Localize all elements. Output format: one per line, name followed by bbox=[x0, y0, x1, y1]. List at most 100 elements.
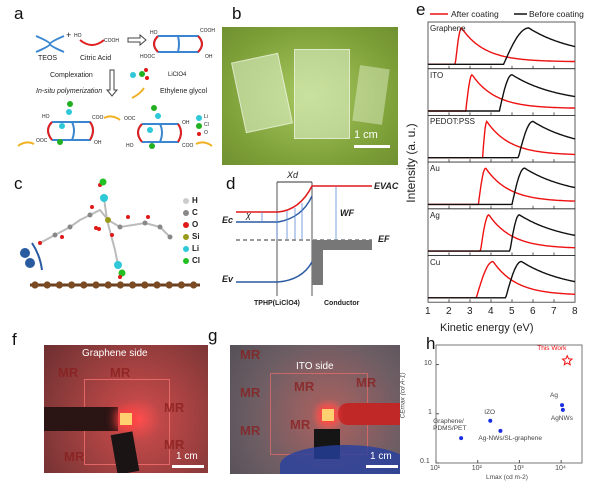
y-tick-label: 10 bbox=[424, 359, 432, 367]
watermark: MR bbox=[110, 365, 131, 380]
x-tick-label: 6 bbox=[530, 306, 536, 317]
data-point bbox=[488, 418, 493, 423]
atom-legend-item: Cl bbox=[183, 256, 200, 265]
atom bbox=[118, 275, 122, 279]
point-label: Ag-NWs/SL-graphene bbox=[478, 434, 542, 442]
x-tick-label: 8 bbox=[572, 306, 578, 317]
teos-label: TEOS bbox=[38, 55, 58, 62]
subplot-label: Cu bbox=[430, 257, 441, 267]
evac-label: EVAC bbox=[374, 181, 399, 191]
ev-label: Ev bbox=[222, 274, 234, 284]
atom bbox=[38, 241, 42, 245]
atom bbox=[67, 224, 73, 230]
citric-acid-label: Citric Acid bbox=[80, 55, 112, 62]
tphp-label: TPHP(LiClO4) bbox=[254, 300, 300, 307]
scale-bar bbox=[172, 465, 204, 468]
atom bbox=[146, 215, 150, 219]
ethylene-glycol-label: Ethylene glycol bbox=[160, 88, 208, 95]
synthesis-scheme bbox=[17, 33, 213, 149]
x-tick-label: 4 bbox=[488, 306, 494, 317]
panel-label-d: d bbox=[226, 174, 236, 193]
spectrum-before bbox=[428, 120, 576, 159]
data-point bbox=[560, 407, 565, 412]
atom bbox=[90, 205, 94, 209]
atom bbox=[157, 224, 163, 230]
subplot-label: PEDOT:PSS bbox=[430, 117, 475, 127]
panel-label-a: a bbox=[14, 4, 24, 23]
graphene-atom bbox=[116, 281, 124, 289]
spectrum-before bbox=[428, 214, 576, 252]
atom bbox=[117, 224, 123, 230]
graphene-atom bbox=[190, 281, 198, 289]
panel-label-f: f bbox=[12, 330, 17, 349]
atom bbox=[167, 234, 173, 240]
atom bbox=[100, 194, 108, 202]
panel-label-b: b bbox=[232, 4, 242, 23]
point-label: AgNWs bbox=[550, 414, 573, 422]
x-tick-label: 10² bbox=[471, 465, 482, 472]
y-tick-label: 1 bbox=[428, 408, 432, 416]
atom-dot bbox=[183, 258, 189, 264]
watermark: MR bbox=[290, 417, 311, 432]
atom-dot bbox=[183, 246, 189, 252]
e-xlabel: Kinetic energy (eV) bbox=[440, 322, 534, 334]
legend-before: Before coating bbox=[529, 9, 584, 19]
data-point-star bbox=[561, 354, 574, 366]
watermark: MR bbox=[294, 379, 315, 394]
watermark: MR bbox=[64, 449, 85, 464]
subplot-label: Au bbox=[430, 164, 440, 174]
photo-graphene-side: MR MR MR MR MR Graphene side 1 cm bbox=[44, 345, 208, 473]
spectrum-before bbox=[428, 27, 576, 65]
atom bbox=[99, 178, 107, 186]
graphene-atom bbox=[31, 281, 39, 289]
watermark: MR bbox=[356, 375, 377, 390]
x-tick-label: 1 bbox=[425, 306, 431, 317]
atom bbox=[97, 227, 101, 231]
panel-label-c: c bbox=[14, 174, 23, 193]
atom bbox=[60, 235, 64, 239]
atom bbox=[105, 217, 111, 223]
chi-label: χ bbox=[246, 210, 251, 220]
atom bbox=[110, 233, 114, 237]
atom-dot bbox=[183, 198, 189, 204]
in-situ-label: In-situ polymerization bbox=[36, 88, 103, 95]
scale-label: 1 cm bbox=[354, 129, 378, 141]
atom-legend-item: O bbox=[183, 220, 198, 229]
atom bbox=[118, 269, 126, 277]
spectrum-before bbox=[428, 167, 576, 206]
x-tick-label: 7 bbox=[551, 306, 557, 317]
graphene-atom bbox=[129, 281, 137, 289]
atom bbox=[114, 261, 122, 269]
ef-label: EF bbox=[378, 234, 390, 244]
scale-bar bbox=[354, 145, 390, 148]
graphene-atom bbox=[43, 281, 51, 289]
x-tick-label: 10⁴ bbox=[555, 465, 566, 472]
atom bbox=[52, 232, 58, 238]
panel-label-e: e bbox=[416, 0, 426, 19]
atom-dot bbox=[183, 234, 189, 240]
data-point bbox=[560, 403, 565, 408]
atom-legend-item: Si bbox=[183, 232, 200, 241]
atom-dot bbox=[183, 222, 189, 228]
graphene-atom bbox=[80, 281, 88, 289]
atom bbox=[87, 212, 93, 218]
spectrum-before bbox=[428, 260, 576, 299]
g-title: ITO side bbox=[296, 361, 334, 372]
graphene-atom bbox=[153, 281, 161, 289]
panel-label-h: h bbox=[426, 334, 436, 353]
graphene-atom bbox=[92, 281, 100, 289]
atom-legend-item: H bbox=[183, 196, 198, 205]
h-frame bbox=[435, 344, 583, 464]
point-label: IZO bbox=[484, 408, 496, 416]
panel-label-g: g bbox=[208, 326, 218, 345]
data-point bbox=[498, 428, 503, 433]
depletion-width-label: Xd bbox=[287, 170, 299, 180]
spectrum-before bbox=[428, 73, 576, 112]
watermark: MR bbox=[58, 365, 79, 380]
legend-after: After coating bbox=[451, 9, 499, 19]
watermark: MR bbox=[240, 385, 261, 400]
atom-legend-item: Li bbox=[183, 244, 199, 253]
h-ylabel: CEmax (cd A-1) bbox=[399, 372, 407, 419]
